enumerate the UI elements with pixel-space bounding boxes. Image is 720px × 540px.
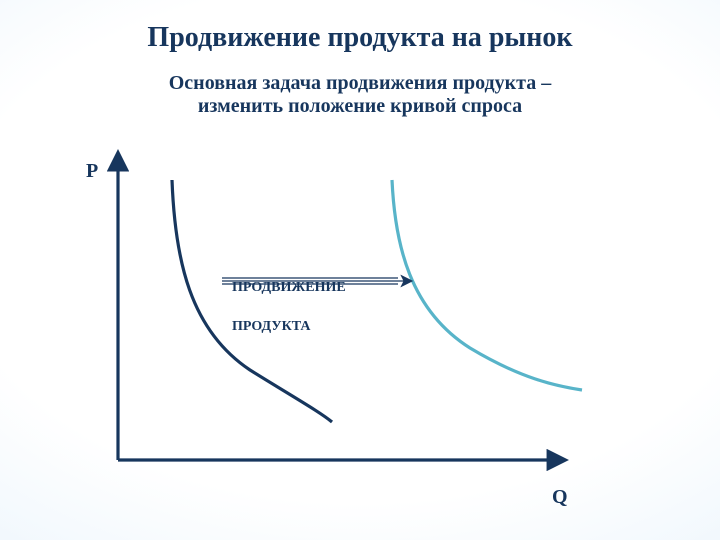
demand-chart	[0, 0, 720, 540]
shift-arrow-label-line1: ПРОДВИЖЕНИЕ	[232, 280, 346, 295]
shift-arrow-label-line2: ПРОДУКТА	[232, 319, 311, 334]
curve-demand-shifted	[392, 180, 582, 390]
axis-label-q: Q	[552, 486, 568, 509]
slide: Продвижение продукта на рынок Основная з…	[0, 0, 720, 540]
shift-arrow-label: ПРОДВИЖЕНИЕ ПРОДУКТА	[232, 258, 346, 336]
axis-label-p: P	[86, 160, 98, 183]
